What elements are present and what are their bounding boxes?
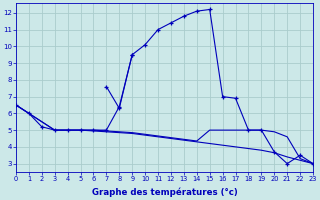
X-axis label: Graphe des températures (°c): Graphe des températures (°c) — [92, 188, 237, 197]
